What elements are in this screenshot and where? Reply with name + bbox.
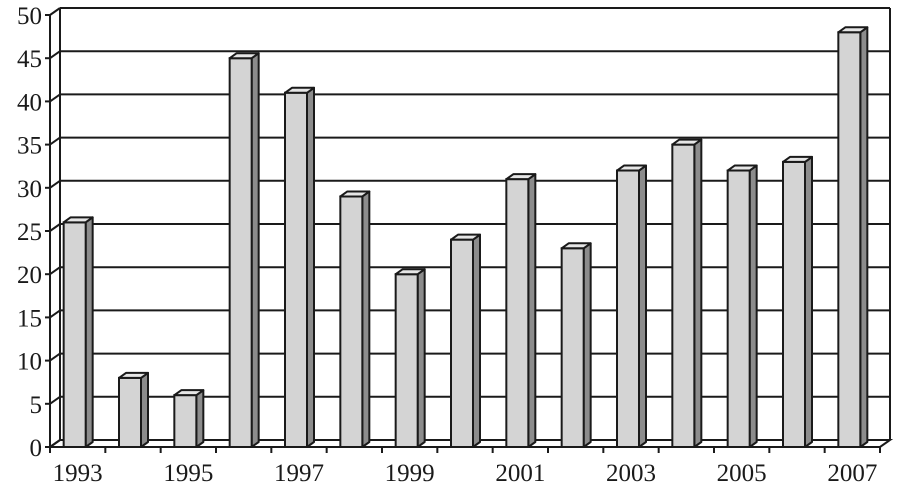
bar-front-face [118,376,142,449]
bar-front-face [394,273,419,449]
bar-front-face [671,143,696,448]
bar-front-face [616,169,640,449]
bar-top-face [228,52,260,60]
y-tick-label: 30 [17,176,42,203]
bar-top-face [339,190,371,198]
bar-side-face [250,52,260,448]
bar-top-face [560,242,592,250]
bar-top-face [726,164,758,172]
bar-side-face [748,164,758,448]
x-tick-label: 1999 [385,460,435,487]
gridline-diagonal [49,352,61,362]
x-tick-label: 2005 [717,460,767,487]
gridline-diagonal [49,50,61,60]
gridline-diagonal [49,395,61,405]
bar-top-face [671,138,703,146]
bar-2001 [505,173,537,448]
gridline-diagonal [49,179,61,189]
bar-top-face [782,155,813,163]
bar-top-face [173,389,205,397]
bar-2004 [671,138,703,448]
bar-top-face [450,233,481,241]
bar-side-face [472,233,481,448]
bar-side-face [306,86,315,448]
bar-side-face [195,389,205,448]
gridline-diagonal [49,223,61,232]
gridline-diagonal [49,136,61,146]
bar-top-face [118,371,149,379]
bars [62,26,869,449]
bar-front-face [726,169,751,449]
bar-side-face [140,371,149,448]
gridline-diagonal [49,439,61,448]
bar-side-face [859,26,869,448]
bar-2007 [837,26,869,448]
y-tick-label: 50 [17,3,42,30]
bar-side-face [804,155,813,448]
bar-2002 [560,242,592,448]
bar-front-face [62,221,87,448]
bar-side-face [693,138,703,448]
x-tick-label: 1995 [163,460,213,487]
axes [45,8,891,453]
bar-side-face [361,190,371,448]
x-tick-label: 2007 [827,460,877,487]
bar-1994 [118,371,149,449]
bar-front-face [228,57,253,448]
bar-front-face [173,394,198,449]
y-tick-label: 20 [17,262,42,289]
bar-front-face [560,247,585,448]
gridline-diagonal [49,7,61,16]
y-tick-label: 45 [17,46,42,73]
bar-side-face [527,173,537,448]
bar-front-face [782,160,806,448]
bar-front-face [837,31,862,448]
y-tick-label: 5 [30,392,43,419]
bar-side-face [638,164,647,448]
bar-2005 [726,164,758,449]
bar-1995 [173,389,205,449]
y-tick-label: 25 [17,219,42,246]
bar-top-face [284,86,315,94]
bar-side-face [582,242,592,448]
bar-side-face [84,216,94,448]
bar-2000 [450,233,481,448]
x-tick-label: 2003 [606,460,656,487]
bar-front-face [339,195,364,448]
y-axis-ticks: 0 5 10 15 20 25 30 35 40 45 50 [17,3,42,462]
x-tick-label: 2001 [495,460,545,487]
bar-side-face [416,268,426,448]
bar-1997 [284,86,315,448]
bar-top-face [62,216,94,224]
x-axis-ticks: 1993 1995 1997 1999 2001 2003 2005 2007 [53,460,878,487]
y-tick-label: 40 [17,89,42,116]
bar-front-face [284,91,308,448]
y-tick-label: 35 [17,133,42,160]
bar-front-face [505,178,530,448]
bar-top-face [837,26,869,34]
bar-1999 [394,268,426,449]
bar-1993 [62,216,94,448]
bar-2003 [616,164,647,449]
gridline-diagonal [49,93,61,103]
y-tick-label: 10 [17,349,42,376]
x-tick-label: 1997 [274,460,324,487]
bar-1996 [228,52,260,448]
y-tick-label: 0 [30,435,43,462]
bar-front-face [450,238,474,448]
x-tick-label: 1993 [53,460,103,487]
bar-2006 [782,155,813,448]
y-tick-label: 15 [17,305,42,332]
gridline-diagonal [49,266,61,276]
bar-top-face [394,268,426,276]
bar-top-face [505,173,537,181]
bar-1998 [339,190,371,448]
bar-top-face [616,164,647,172]
gridline-diagonal [49,309,61,319]
